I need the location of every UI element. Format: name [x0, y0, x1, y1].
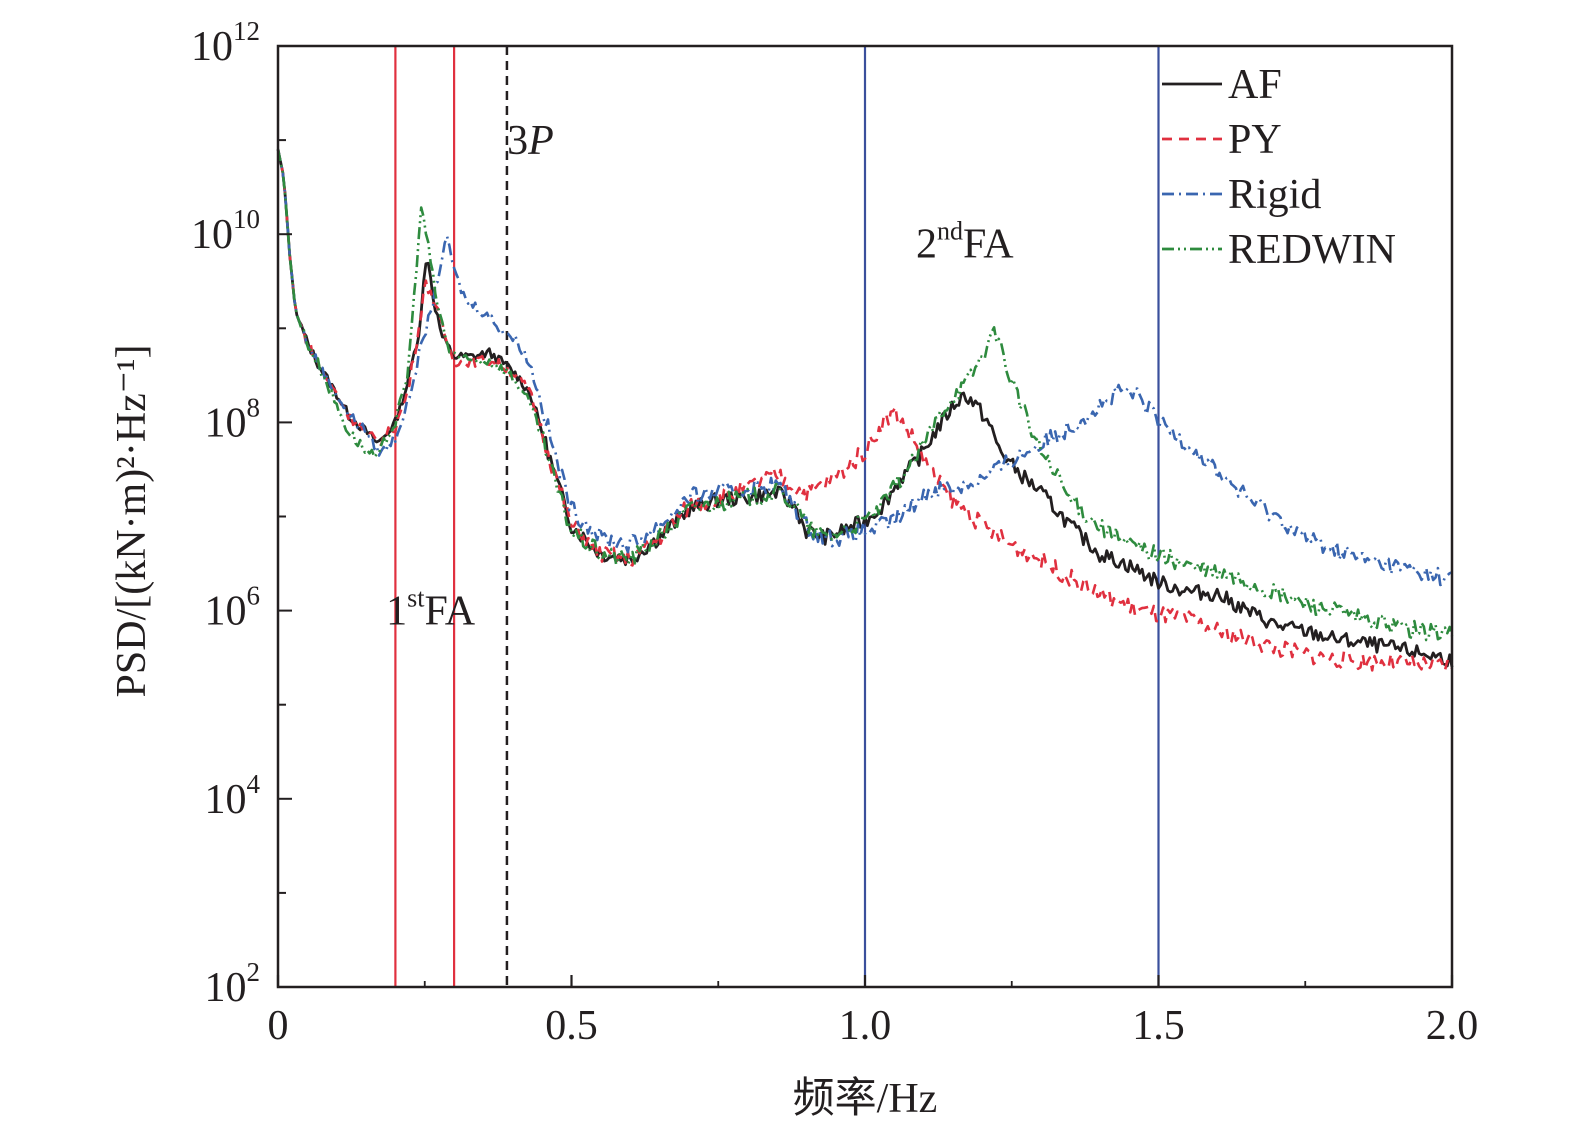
y-tick-label: 104 [205, 769, 261, 823]
legend-label-rigid: Rigid [1228, 172, 1321, 218]
y-tick-label: 106 [205, 581, 261, 635]
legend-label-py: PY [1228, 117, 1282, 163]
legend-label-redwin: REDWIN [1228, 227, 1396, 273]
series-line-redwin [276, 148, 1454, 642]
x-axis: 0 0.5 1.0 1.5 2.0 [268, 975, 1479, 1049]
reference-lines [394, 46, 1160, 987]
y-tick-label: 102 [205, 957, 261, 1011]
legend-label-af: AF [1228, 62, 1282, 108]
annotations: 1stFA 2ndFA 3P [386, 118, 1014, 635]
x-tick-label: 2.0 [1426, 1003, 1479, 1049]
annotation-label: 2ndFA [916, 216, 1014, 267]
series-layer [276, 148, 1454, 672]
series-line-rigid [276, 148, 1453, 587]
y-tick-label: 1010 [191, 204, 260, 258]
x-tick-label: 0 [268, 1003, 289, 1049]
legend: AF PY Rigid REDWIN [1162, 62, 1396, 273]
y-axis: 102 104 106 108 1010 1012 [191, 16, 292, 1011]
y-tick-label: 108 [205, 392, 261, 446]
y-tick-label: 1012 [191, 16, 260, 70]
x-tick-label: 1.0 [839, 1003, 892, 1049]
series-line-py [276, 148, 1454, 672]
y-axis-title: PSD/[(kN·m)²·Hz⁻¹] [109, 345, 155, 698]
x-tick-label: 1.5 [1132, 1003, 1185, 1049]
annotation-label: 1stFA [386, 584, 476, 635]
x-axis-title: 频率/Hz [793, 1075, 938, 1122]
x-tick-label: 0.5 [545, 1003, 598, 1049]
annotation-label: 3P [507, 118, 554, 164]
